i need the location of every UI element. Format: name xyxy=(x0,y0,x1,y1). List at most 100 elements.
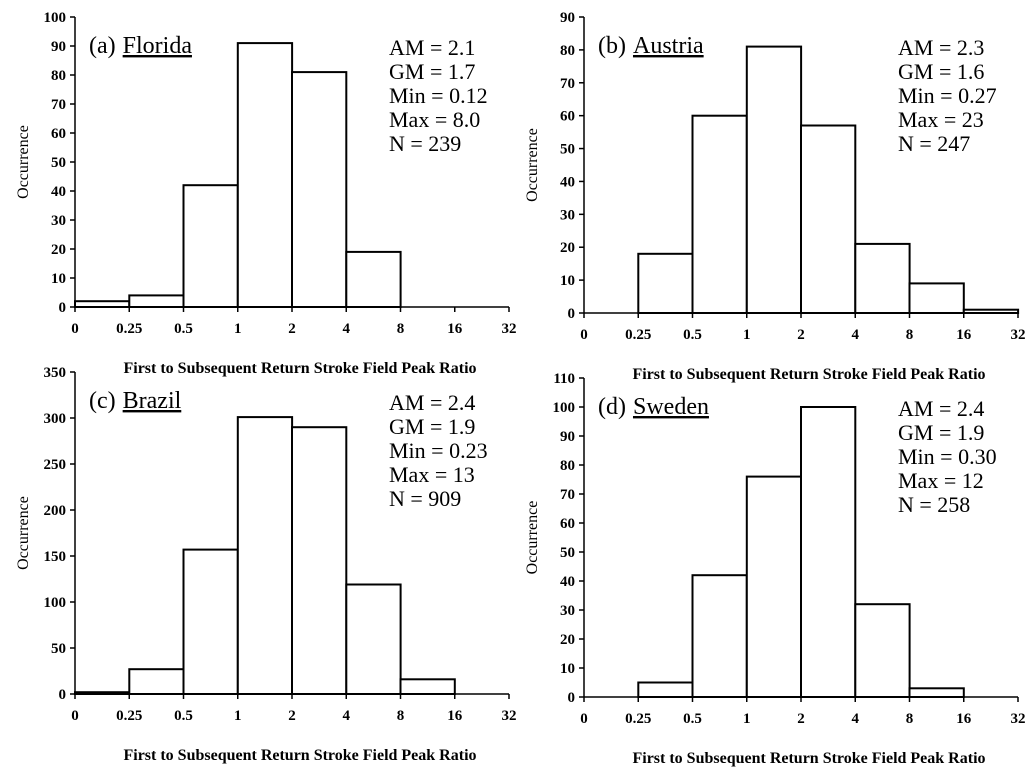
y-tick-label: 30 xyxy=(560,603,575,619)
histogram-bar xyxy=(745,475,803,698)
y-tick-label: 350 xyxy=(44,365,67,381)
x-tick-label: 0 xyxy=(71,708,79,724)
y-tick-label: 40 xyxy=(560,574,575,590)
panel-label: (c) Brazil xyxy=(89,388,182,414)
panel-label: (d) Sweden xyxy=(598,394,709,420)
x-tick-label: 32 xyxy=(502,708,517,724)
y-tick-label: 40 xyxy=(51,184,66,200)
histogram-bar xyxy=(691,574,748,699)
histogram-bar xyxy=(745,45,803,314)
histogram-bar xyxy=(637,252,694,315)
x-tick-label: 4 xyxy=(852,711,860,727)
histogram-bar xyxy=(74,300,131,309)
x-tick-label: 8 xyxy=(906,327,914,343)
y-tick-label: 60 xyxy=(51,126,66,142)
histogram-bar xyxy=(345,250,402,308)
y-tick-label: 70 xyxy=(560,76,575,92)
stat-line: AM = 2.4 xyxy=(898,396,984,421)
y-tick-label: 0 xyxy=(59,687,67,703)
stat-line: GM = 1.9 xyxy=(898,420,984,445)
y-tick-label: 110 xyxy=(553,371,575,387)
y-tick-label: 100 xyxy=(44,595,67,611)
y-axis-title: Occurrence xyxy=(524,501,541,575)
x-axis-title: First to Subsequent Return Stroke Field … xyxy=(123,747,476,764)
stat-line: AM = 2.4 xyxy=(389,390,475,415)
histogram-bar xyxy=(908,687,965,698)
y-tick-label: 30 xyxy=(51,213,66,229)
histogram-bar xyxy=(182,548,239,695)
y-tick-label: 50 xyxy=(51,155,66,171)
histogram-bar xyxy=(236,416,294,695)
x-tick-label: 8 xyxy=(397,321,405,337)
y-tick-label: 90 xyxy=(51,39,66,55)
stat-line: Min = 0.27 xyxy=(898,83,997,108)
chart-panel-d: 0 10 20 30 40 50 60 70 80 90 100 110 0 0.25 0.5 1 2 4 8 16 3… xyxy=(524,371,1026,767)
stat-line: Max = 23 xyxy=(898,107,984,132)
x-tick-label: 32 xyxy=(502,321,517,337)
x-tick-label: 16 xyxy=(956,711,972,727)
x-tick-label: 2 xyxy=(288,708,296,724)
y-tick-label: 300 xyxy=(44,411,67,427)
histogram-bar xyxy=(800,406,857,698)
x-tick-label: 1 xyxy=(743,711,751,727)
y-axis-title: Occurrence xyxy=(15,496,32,570)
x-tick-label: 0.5 xyxy=(174,708,193,724)
y-tick-label: 100 xyxy=(44,10,67,26)
x-tick-label: 2 xyxy=(797,327,805,343)
stat-line: Min = 0.23 xyxy=(389,438,488,463)
y-tick-label: 0 xyxy=(59,300,67,316)
stat-line: N = 239 xyxy=(389,131,461,156)
y-axis-title: Occurrence xyxy=(15,125,32,199)
y-tick-label: 20 xyxy=(560,632,575,648)
stat-line: N = 909 xyxy=(389,486,461,511)
histogram-bar xyxy=(800,124,857,314)
histogram-bar xyxy=(691,114,748,314)
x-tick-label: 0 xyxy=(580,327,588,343)
x-tick-label: 2 xyxy=(797,711,805,727)
histogram-bar xyxy=(854,603,911,699)
x-axis-title: First to Subsequent Return Stroke Field … xyxy=(632,750,985,767)
x-tick-label: 16 xyxy=(447,708,463,724)
y-tick-label: 70 xyxy=(51,97,66,113)
x-tick-label: 1 xyxy=(234,708,242,724)
histogram-bar xyxy=(128,294,185,308)
x-axis-title: First to Subsequent Return Stroke Field … xyxy=(123,360,476,377)
panel-letter: (a) xyxy=(89,33,116,59)
y-tick-label: 10 xyxy=(51,271,66,287)
y-tick-label: 10 xyxy=(560,273,575,289)
histogram-bar xyxy=(345,583,402,695)
x-tick-label: 4 xyxy=(852,327,860,343)
y-tick-label: 60 xyxy=(560,109,575,125)
stat-line: Min = 0.30 xyxy=(898,444,997,469)
y-tick-label: 90 xyxy=(560,429,575,445)
y-tick-label: 50 xyxy=(560,142,575,158)
x-tick-label: 0.5 xyxy=(683,327,702,343)
x-tick-label: 32 xyxy=(1011,327,1026,343)
stat-line: AM = 2.3 xyxy=(898,35,984,60)
histogram-bar xyxy=(291,426,348,695)
stat-line: N = 258 xyxy=(898,492,970,517)
stat-line: GM = 1.7 xyxy=(389,59,475,84)
chart-panel-c: 0 50 100 150 200 250 300 350 0 0.25 0.5 1 2 4 8 16 32 Fir… xyxy=(15,365,517,764)
y-tick-label: 60 xyxy=(560,516,575,532)
x-tick-label: 0.25 xyxy=(116,708,142,724)
stat-line: Max = 13 xyxy=(389,462,475,487)
x-tick-label: 0.5 xyxy=(174,321,193,337)
panel-letter: (b) xyxy=(598,33,626,59)
chart-panel-a: 0 10 20 30 40 50 60 70 80 90 100 0 0.25 0.5 1 2 4 8 16 32 Fi… xyxy=(15,10,517,377)
y-tick-label: 0 xyxy=(568,306,576,322)
panel-region-name: Florida xyxy=(123,33,193,59)
y-tick-label: 50 xyxy=(560,545,575,561)
histogram-bar xyxy=(236,42,294,308)
x-tick-label: 8 xyxy=(906,711,914,727)
y-tick-label: 90 xyxy=(560,10,575,26)
histogram-bar xyxy=(291,71,348,308)
panel-letter: (d) xyxy=(598,394,626,420)
x-tick-label: 0.25 xyxy=(625,711,651,727)
histogram-bar xyxy=(637,681,694,698)
y-tick-label: 200 xyxy=(44,503,67,519)
stat-line: Max = 8.0 xyxy=(389,107,480,132)
x-tick-label: 0 xyxy=(71,321,79,337)
panel-region-name: Brazil xyxy=(123,388,182,414)
